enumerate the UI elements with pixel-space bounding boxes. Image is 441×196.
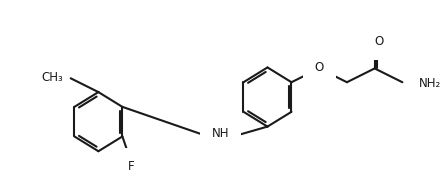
Text: F: F [127, 160, 134, 172]
Text: CH₃: CH₃ [41, 71, 64, 84]
Text: NH: NH [212, 127, 229, 140]
Text: NH₂: NH₂ [419, 77, 441, 90]
Text: O: O [375, 35, 384, 48]
Text: O: O [314, 61, 324, 74]
